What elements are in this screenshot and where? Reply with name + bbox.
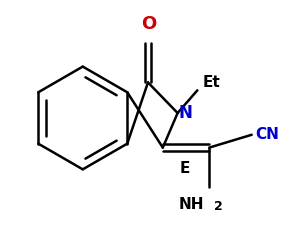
Text: E: E [179,161,190,176]
Text: N: N [179,104,192,122]
Text: NH: NH [179,197,204,212]
Text: Et: Et [202,75,220,90]
Text: O: O [141,15,157,33]
Text: 2: 2 [214,200,223,213]
Text: CN: CN [256,127,280,142]
